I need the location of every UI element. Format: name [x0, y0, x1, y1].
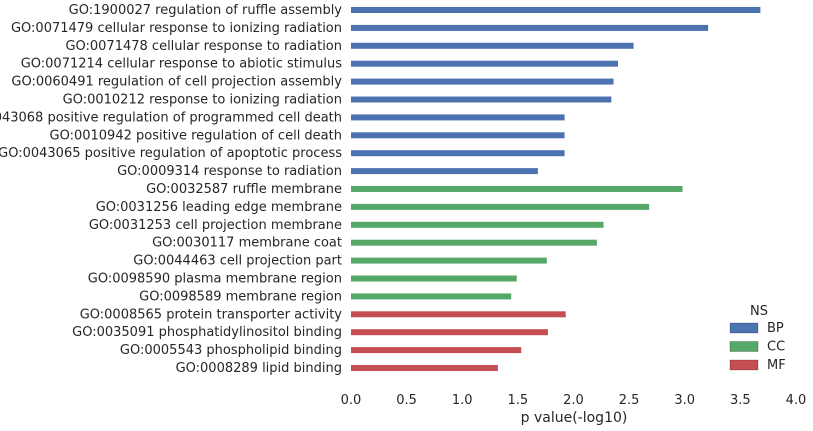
category-label: GO:0005543 phospholipid binding — [120, 343, 342, 358]
bar-bp — [351, 114, 565, 121]
category-label: GO:0043068 positive regulation of progra… — [0, 110, 342, 125]
legend-entries: BP CC MF — [729, 321, 786, 373]
category-label: GO:1900027 regulation of ruffle assembly — [69, 3, 343, 18]
x-tick-label: 3.5 — [730, 393, 751, 408]
legend-label-cc: CC — [767, 340, 785, 355]
bar-bp — [351, 96, 612, 103]
legend-swatch-bp — [729, 322, 759, 334]
category-label: GO:0009314 response to radiation — [117, 164, 342, 179]
category-label: GO:0030117 membrane coat — [152, 236, 342, 251]
bar-mf — [351, 329, 548, 336]
x-tick-label: 1.0 — [452, 393, 473, 408]
category-label: GO:0010212 response to ionizing radiatio… — [63, 93, 342, 108]
category-labels: GO:1900027 regulation of ruffle assembly… — [0, 3, 342, 376]
bar-cc — [351, 186, 683, 192]
category-label: GO:0044463 cell projection part — [133, 254, 342, 269]
category-label: GO:0008565 protein transporter activity — [80, 307, 343, 322]
bar-cc — [351, 239, 597, 246]
bar-bp — [351, 42, 634, 49]
bar-bp — [351, 60, 618, 67]
bar-mf — [351, 311, 566, 318]
category-label: GO:0098590 plasma membrane region — [88, 272, 342, 287]
bar-bp — [351, 132, 565, 139]
category-label: GO:0043065 positive regulation of apopto… — [0, 146, 342, 161]
bar-cc — [351, 221, 604, 228]
legend-swatch-mf — [729, 359, 759, 371]
bar-bp — [351, 78, 614, 85]
x-tick-label: 1.5 — [508, 393, 529, 408]
category-label: GO:0008289 lipid binding — [176, 361, 342, 376]
bar-mf — [351, 347, 522, 354]
bar-bp — [351, 7, 761, 13]
legend-swatch-cc — [729, 341, 759, 352]
category-label: GO:0071479 cellular response to ionizing… — [11, 21, 342, 36]
bar-bp — [351, 150, 565, 157]
bar-cc — [351, 203, 650, 210]
x-tick-label: 0.0 — [341, 393, 362, 408]
x-tick-label: 4.0 — [786, 393, 807, 408]
category-label: GO:0010942 positive regulation of cell d… — [50, 128, 343, 143]
bars — [351, 7, 761, 371]
bar-mf — [351, 365, 498, 371]
category-label: GO:0035091 phosphatidylinositol binding — [72, 325, 342, 340]
x-axis-label: p value(-log10) — [521, 410, 628, 426]
category-label: GO:0071214 cellular response to abiotic … — [21, 57, 343, 72]
legend-label-mf: MF — [767, 358, 786, 373]
legend: NS BP CC MF — [729, 304, 786, 373]
bar-cc — [351, 275, 517, 282]
bar-cc — [351, 257, 547, 264]
category-label: GO:0032587 ruffle membrane — [146, 182, 342, 197]
x-tick-label: 2.0 — [563, 393, 584, 408]
x-tick-label: 2.5 — [619, 393, 640, 408]
bar-bp — [351, 168, 538, 175]
category-label: GO:0098589 membrane region — [139, 289, 342, 304]
category-label: GO:0060491 regulation of cell projection… — [11, 75, 342, 90]
legend-title: NS — [750, 304, 768, 319]
category-label: GO:0071478 cellular response to radiatio… — [65, 39, 342, 54]
category-label: GO:0031256 leading edge membrane — [96, 200, 342, 215]
x-tick-label: 3.0 — [674, 393, 695, 408]
x-axis-ticks: 0.0 0.5 1.0 1.5 2.0 2.5 3.0 3.5 4.0 — [341, 393, 807, 408]
legend-label-bp: BP — [767, 321, 784, 336]
x-tick-label: 0.5 — [396, 393, 417, 408]
category-label: GO:0031253 cell projection membrane — [89, 218, 342, 233]
bar-cc — [351, 293, 512, 300]
bar-bp — [351, 24, 709, 31]
